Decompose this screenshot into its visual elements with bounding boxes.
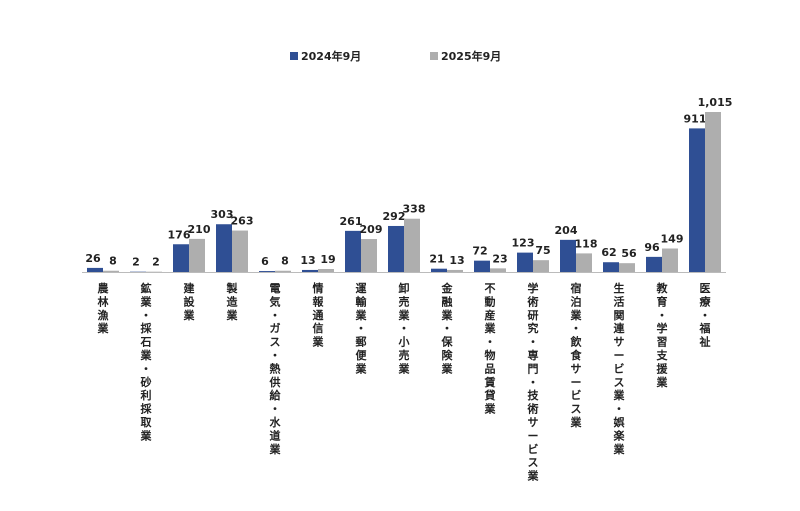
data-label-2024-9: 72 — [472, 245, 487, 258]
data-label-2024-13: 96 — [644, 241, 660, 254]
data-label-2025-7: 338 — [403, 203, 426, 216]
category-labels: 農林漁業 鉱業・採石業・砂利採取業 建設業 製造業 電気・ガス・熱供給・水道業 情報通信業… — [97, 281, 712, 483]
bar-2024-11 — [560, 239, 576, 272]
category-label-0: 農林漁業 — [97, 281, 110, 335]
data-label-2024-1: 2 — [132, 256, 140, 269]
data-label-2025-1: 2 — [152, 256, 160, 269]
data-label-2025-14: 1,015 — [698, 96, 733, 109]
bar-2025-11 — [576, 253, 592, 272]
data-label-2024-3: 303 — [211, 208, 234, 221]
bar-2025-4 — [275, 270, 291, 272]
data-label-2024-2: 176 — [168, 228, 191, 241]
data-label-2025-2: 210 — [188, 223, 211, 236]
data-label-2025-9: 23 — [492, 252, 507, 265]
legend-swatch-1 — [430, 52, 438, 60]
bar-2024-3 — [216, 224, 232, 272]
category-label-10: 学術研究・専門・技術サービス業 — [527, 281, 540, 483]
category-label-7: 卸売業・小売業 — [398, 281, 411, 375]
data-label-2025-10: 75 — [535, 244, 550, 257]
category-label-12: 生活関連サービス業・娯楽業 — [613, 281, 626, 456]
bar-2024-4 — [259, 271, 275, 272]
bar-2024-13 — [646, 256, 662, 272]
legend: 2024年9月 2025年9月 — [290, 49, 501, 63]
bar-2025-3 — [232, 230, 248, 272]
bar-2025-9 — [490, 268, 506, 272]
bar-2024-0 — [87, 267, 103, 272]
bar-2025-8 — [447, 269, 463, 272]
bar-2025-10 — [533, 260, 549, 272]
bar-2024-7 — [388, 225, 404, 272]
bar-2025-12 — [619, 263, 635, 272]
bar-2024-14 — [689, 128, 705, 272]
category-label-4: 電気・ガス・熱供給・水道業 — [269, 282, 282, 456]
bar-2025-14 — [705, 112, 721, 272]
bar-2024-5 — [302, 269, 318, 272]
bar-2024-9 — [474, 260, 490, 272]
category-label-6: 運輸業・郵便業 — [355, 282, 368, 375]
bar-2025-6 — [361, 239, 377, 272]
data-label-2025-0: 8 — [109, 255, 117, 268]
data-label-2025-8: 13 — [449, 254, 464, 267]
data-label-2025-3: 263 — [231, 215, 254, 228]
category-label-5: 情報通信業 — [312, 281, 325, 349]
category-label-14: 医療・福祉 — [699, 282, 712, 349]
data-label-2024-12: 62 — [601, 246, 616, 259]
data-label-2024-4: 6 — [261, 255, 269, 268]
category-label-11: 宿泊業・飲食サービス業 — [570, 281, 583, 429]
data-label-2025-11: 118 — [575, 237, 598, 250]
category-label-9: 不動産業・物品賃貸業 — [484, 282, 497, 416]
data-label-2024-0: 26 — [85, 252, 101, 265]
bar-2024-8 — [431, 268, 447, 272]
data-label-2024-10: 123 — [512, 237, 535, 250]
data-label-2025-12: 56 — [621, 247, 637, 260]
data-label-2025-13: 149 — [661, 233, 684, 246]
data-label-2025-5: 19 — [320, 253, 335, 266]
bar-2025-5 — [318, 269, 334, 272]
bar-2024-6 — [345, 230, 361, 272]
data-label-2024-6: 261 — [340, 215, 363, 228]
category-label-1: 鉱業・採石業・砂利採取業 — [140, 281, 153, 442]
data-label-2024-8: 21 — [429, 253, 444, 266]
data-label-2024-14: 911 — [684, 112, 707, 125]
legend-swatch-0 — [290, 52, 298, 60]
bar-2024-12 — [603, 262, 619, 272]
data-label-2025-4: 8 — [281, 255, 289, 268]
bar-2025-0 — [103, 270, 119, 272]
data-label-2024-7: 292 — [383, 210, 406, 223]
bar-2025-7 — [404, 218, 420, 272]
category-label-13: 教育・学習支援業 — [656, 281, 669, 389]
bar-2025-13 — [662, 248, 678, 272]
category-label-2: 建設業 — [183, 281, 196, 322]
data-label-2024-11: 204 — [555, 224, 578, 237]
bar-2025-2 — [189, 238, 205, 272]
bar-2024-2 — [173, 244, 189, 272]
bar-2024-10 — [517, 252, 533, 272]
legend-label-0: 2024年9月 — [301, 49, 361, 63]
data-label-2025-6: 209 — [360, 223, 383, 236]
data-label-2024-5: 13 — [300, 254, 315, 267]
legend-label-1: 2025年9月 — [441, 49, 501, 63]
category-label-8: 金融業・保険業 — [441, 281, 454, 375]
category-label-3: 製造業 — [226, 281, 239, 322]
